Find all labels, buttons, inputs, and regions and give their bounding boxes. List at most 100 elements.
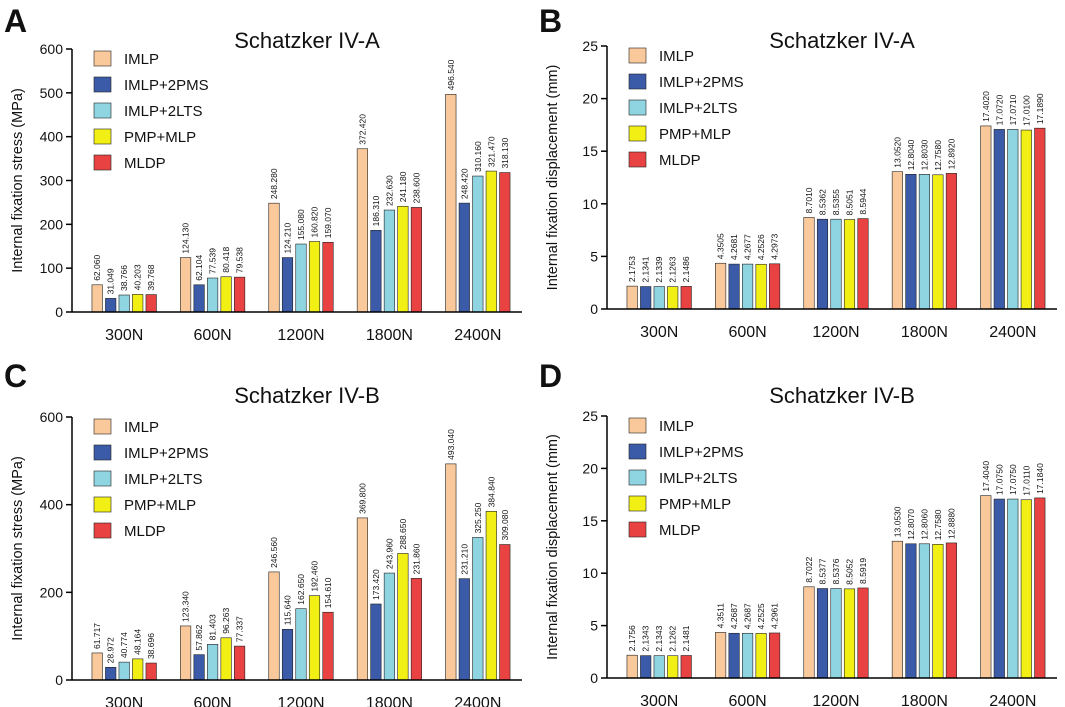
bar — [1034, 497, 1046, 679]
value-label: 17.0710 — [1008, 94, 1018, 125]
bar — [397, 205, 409, 313]
value-label: 496.540 — [446, 59, 456, 90]
bar — [715, 262, 727, 310]
value-label: 4.2681 — [729, 234, 739, 260]
bar — [803, 586, 815, 679]
bar — [993, 498, 1005, 679]
x-tick-label: 300N — [105, 327, 143, 344]
y-tick-label: 10 — [582, 196, 598, 212]
legend-swatch — [628, 125, 647, 142]
value-label: 2.1753 — [627, 256, 637, 282]
bar — [220, 637, 232, 681]
value-label: 321.470 — [486, 136, 496, 167]
legend-swatch — [93, 470, 112, 487]
legend-label: IMLP+2PMS — [659, 74, 744, 91]
x-tick-label: 1200N — [277, 695, 324, 707]
value-label: 155.080 — [296, 209, 306, 240]
value-label: 372.420 — [357, 114, 367, 145]
x-tick-label: 600N — [728, 693, 766, 707]
bar — [118, 294, 130, 313]
value-label: 4.2961 — [770, 603, 780, 629]
y-tick-label: 500 — [40, 85, 64, 101]
value-label: 4.2687 — [729, 603, 739, 629]
bar — [268, 571, 280, 681]
bar — [281, 257, 294, 313]
bar — [769, 632, 781, 679]
y-tick-label: 15 — [582, 513, 598, 529]
value-label: 243.960 — [384, 538, 394, 569]
y-tick-label: 300 — [40, 173, 64, 189]
value-label: 17.4020 — [981, 91, 991, 122]
bar — [769, 263, 781, 310]
value-label: 28.972 — [106, 637, 116, 663]
x-tick-label: 1800N — [366, 695, 413, 707]
bar — [410, 578, 422, 681]
bar — [445, 94, 457, 313]
value-label: 17.1890 — [1035, 93, 1045, 124]
y-tick-label: 600 — [40, 409, 64, 425]
legend-swatch — [93, 76, 112, 93]
y-tick-label: 200 — [40, 216, 64, 232]
legend-label: IMLP+2PMS — [659, 444, 744, 461]
value-label: 124.130 — [181, 223, 191, 254]
x-tick-label: 1800N — [901, 324, 948, 341]
bar — [356, 148, 368, 313]
legend-label: IMLP — [124, 419, 159, 436]
value-label: 115.640 — [283, 595, 293, 625]
bar — [1007, 129, 1019, 310]
value-label: 62.104 — [194, 255, 204, 281]
value-label: 4.3505 — [716, 233, 726, 259]
bar — [91, 284, 103, 313]
value-label: 8.7022 — [804, 557, 814, 583]
bar — [383, 572, 395, 681]
y-tick-label: 20 — [582, 460, 598, 476]
legend-label: IMLP — [659, 48, 694, 65]
y-tick-label: 5 — [590, 248, 598, 264]
legend-swatch — [628, 521, 647, 538]
value-label: 124.210 — [283, 223, 293, 254]
bar — [667, 286, 679, 310]
value-label: 8.5362 — [818, 189, 828, 215]
bar — [445, 463, 457, 681]
bar — [843, 588, 856, 679]
legend-swatch — [628, 47, 647, 64]
bar — [640, 655, 652, 679]
y-axis-label: Internal fixation stress (MPa) — [10, 456, 26, 641]
legend-swatch — [628, 151, 647, 168]
legend-swatch — [628, 443, 647, 460]
bar — [653, 655, 665, 679]
bar — [993, 129, 1005, 310]
x-tick-label: 2400N — [454, 695, 501, 707]
bar — [308, 595, 321, 681]
chart-title: Schatzker IV-A — [769, 28, 915, 53]
legend-label: MLDP — [659, 152, 701, 169]
y-tick-label: 0 — [590, 301, 598, 317]
value-label: 123.340 — [181, 591, 191, 622]
bar — [356, 517, 368, 681]
bar — [370, 603, 382, 681]
value-label: 17.0750 — [994, 464, 1004, 495]
value-label: 4.2973 — [770, 234, 780, 260]
x-tick-label: 300N — [105, 695, 143, 707]
y-tick-label: 5 — [590, 618, 598, 634]
y-tick-label: 25 — [582, 408, 598, 424]
bar — [816, 588, 829, 679]
value-label: 17.4040 — [981, 461, 991, 492]
bar — [145, 294, 157, 313]
value-label: 238.600 — [411, 172, 421, 203]
value-label: 12.7580 — [933, 140, 943, 171]
bar — [945, 542, 957, 679]
value-label: 162.650 — [296, 574, 306, 605]
legend-label: PMP+MLP — [124, 497, 196, 514]
value-label: 57.862 — [194, 624, 204, 650]
bar — [755, 263, 767, 310]
value-label: 17.1840 — [1035, 463, 1045, 494]
value-label: 159.070 — [323, 207, 333, 238]
legend-swatch — [628, 99, 647, 116]
value-label: 8.5376 — [831, 558, 841, 584]
bar — [742, 632, 754, 679]
value-label: 2.1339 — [654, 256, 664, 282]
bar — [132, 294, 144, 313]
bar — [891, 540, 903, 679]
